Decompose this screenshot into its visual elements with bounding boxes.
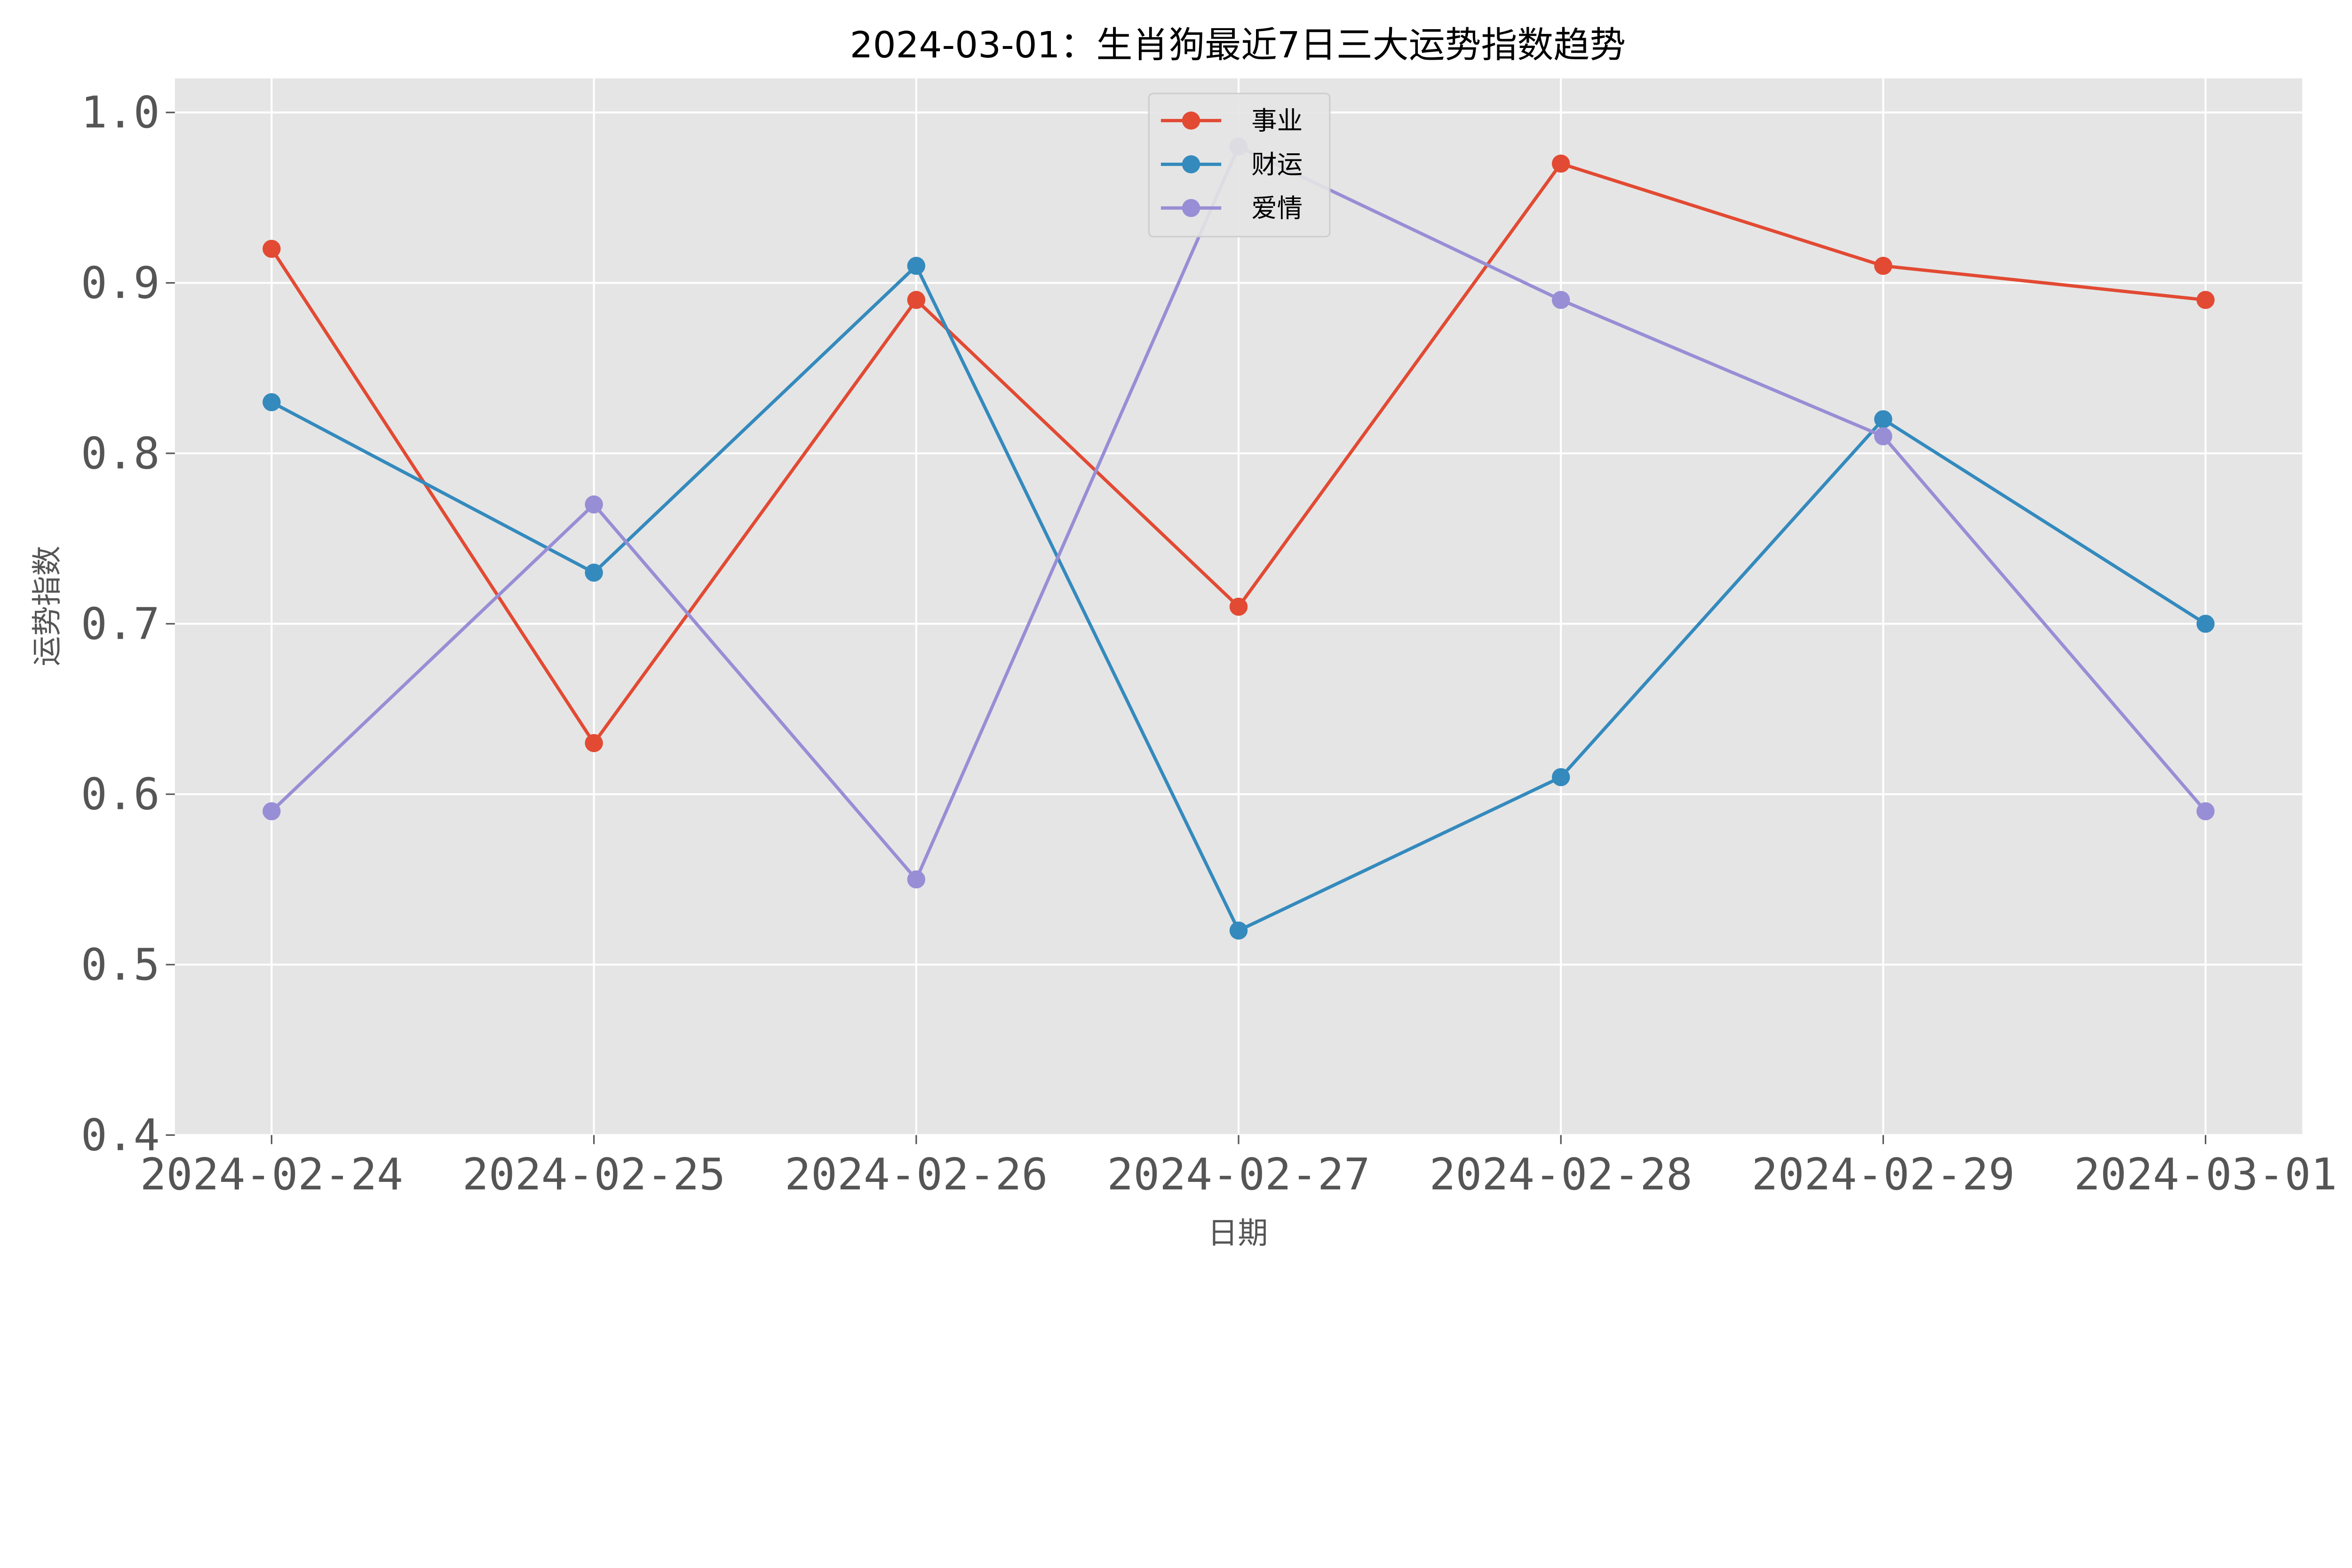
x-tick-label: 2024-02-29 — [1752, 1149, 2015, 1200]
y-axis-label: 运势指数 — [30, 546, 65, 666]
x-tick-label: 2024-02-28 — [1429, 1149, 1692, 1200]
data-point — [2196, 291, 2215, 309]
data-point — [585, 734, 603, 752]
y-tick-label: 0.9 — [81, 258, 160, 309]
line-chart: 2024-02-24 2024-02-25 2024-02-26 2024-02-27… — [30, 24, 2337, 1251]
data-point — [907, 870, 926, 889]
data-point — [907, 257, 926, 275]
x-axis-label: 日期 — [1208, 1216, 1268, 1251]
series-事业 — [262, 154, 2215, 752]
data-point — [1229, 921, 1248, 940]
data-point — [262, 393, 281, 412]
data-point — [1874, 257, 1892, 275]
legend-marker — [1182, 199, 1200, 217]
y-tick-label: 0.7 — [81, 598, 160, 649]
legend-marker — [1182, 111, 1200, 130]
legend-marker — [1182, 155, 1200, 174]
data-point — [1229, 597, 1248, 616]
data-point — [585, 495, 603, 514]
data-point — [1551, 768, 1570, 786]
data-point — [1874, 410, 1892, 428]
x-tick-label: 2024-02-25 — [462, 1149, 726, 1200]
x-tick-label: 2024-03-01 — [2074, 1149, 2337, 1200]
data-point — [262, 802, 281, 821]
y-tick-label: 0.6 — [81, 769, 160, 820]
x-ticks: 2024-02-24 2024-02-25 2024-02-26 2024-02-27… — [140, 1135, 2337, 1200]
y-tick-label: 0.4 — [81, 1110, 160, 1161]
y-tick-label: 1.0 — [81, 87, 160, 138]
chart-title: 2024-03-01：生肖狗最近7日三大运势指数趋势 — [850, 24, 1626, 66]
legend-label: 事业 — [1251, 106, 1303, 136]
x-tick-label: 2024-02-24 — [140, 1149, 404, 1200]
x-tick-label: 2024-02-26 — [785, 1149, 1048, 1200]
data-point — [1551, 154, 1570, 173]
data-point — [2196, 802, 2215, 821]
legend-label: 财运 — [1251, 150, 1303, 180]
series-财运 — [262, 257, 2215, 940]
data-point — [262, 239, 281, 258]
y-tick-label: 0.5 — [81, 939, 160, 990]
data-point — [1874, 427, 1892, 445]
legend-label: 爱情 — [1251, 193, 1303, 223]
x-tick-label: 2024-02-27 — [1107, 1149, 1370, 1200]
data-point — [2196, 615, 2215, 633]
data-point — [585, 563, 603, 582]
y-ticks: 0.4 0.5 0.6 0.7 0.8 0.9 1.0 — [81, 87, 175, 1161]
data-point — [907, 291, 926, 309]
y-tick-label: 0.8 — [81, 428, 160, 479]
data-point — [1551, 291, 1570, 309]
